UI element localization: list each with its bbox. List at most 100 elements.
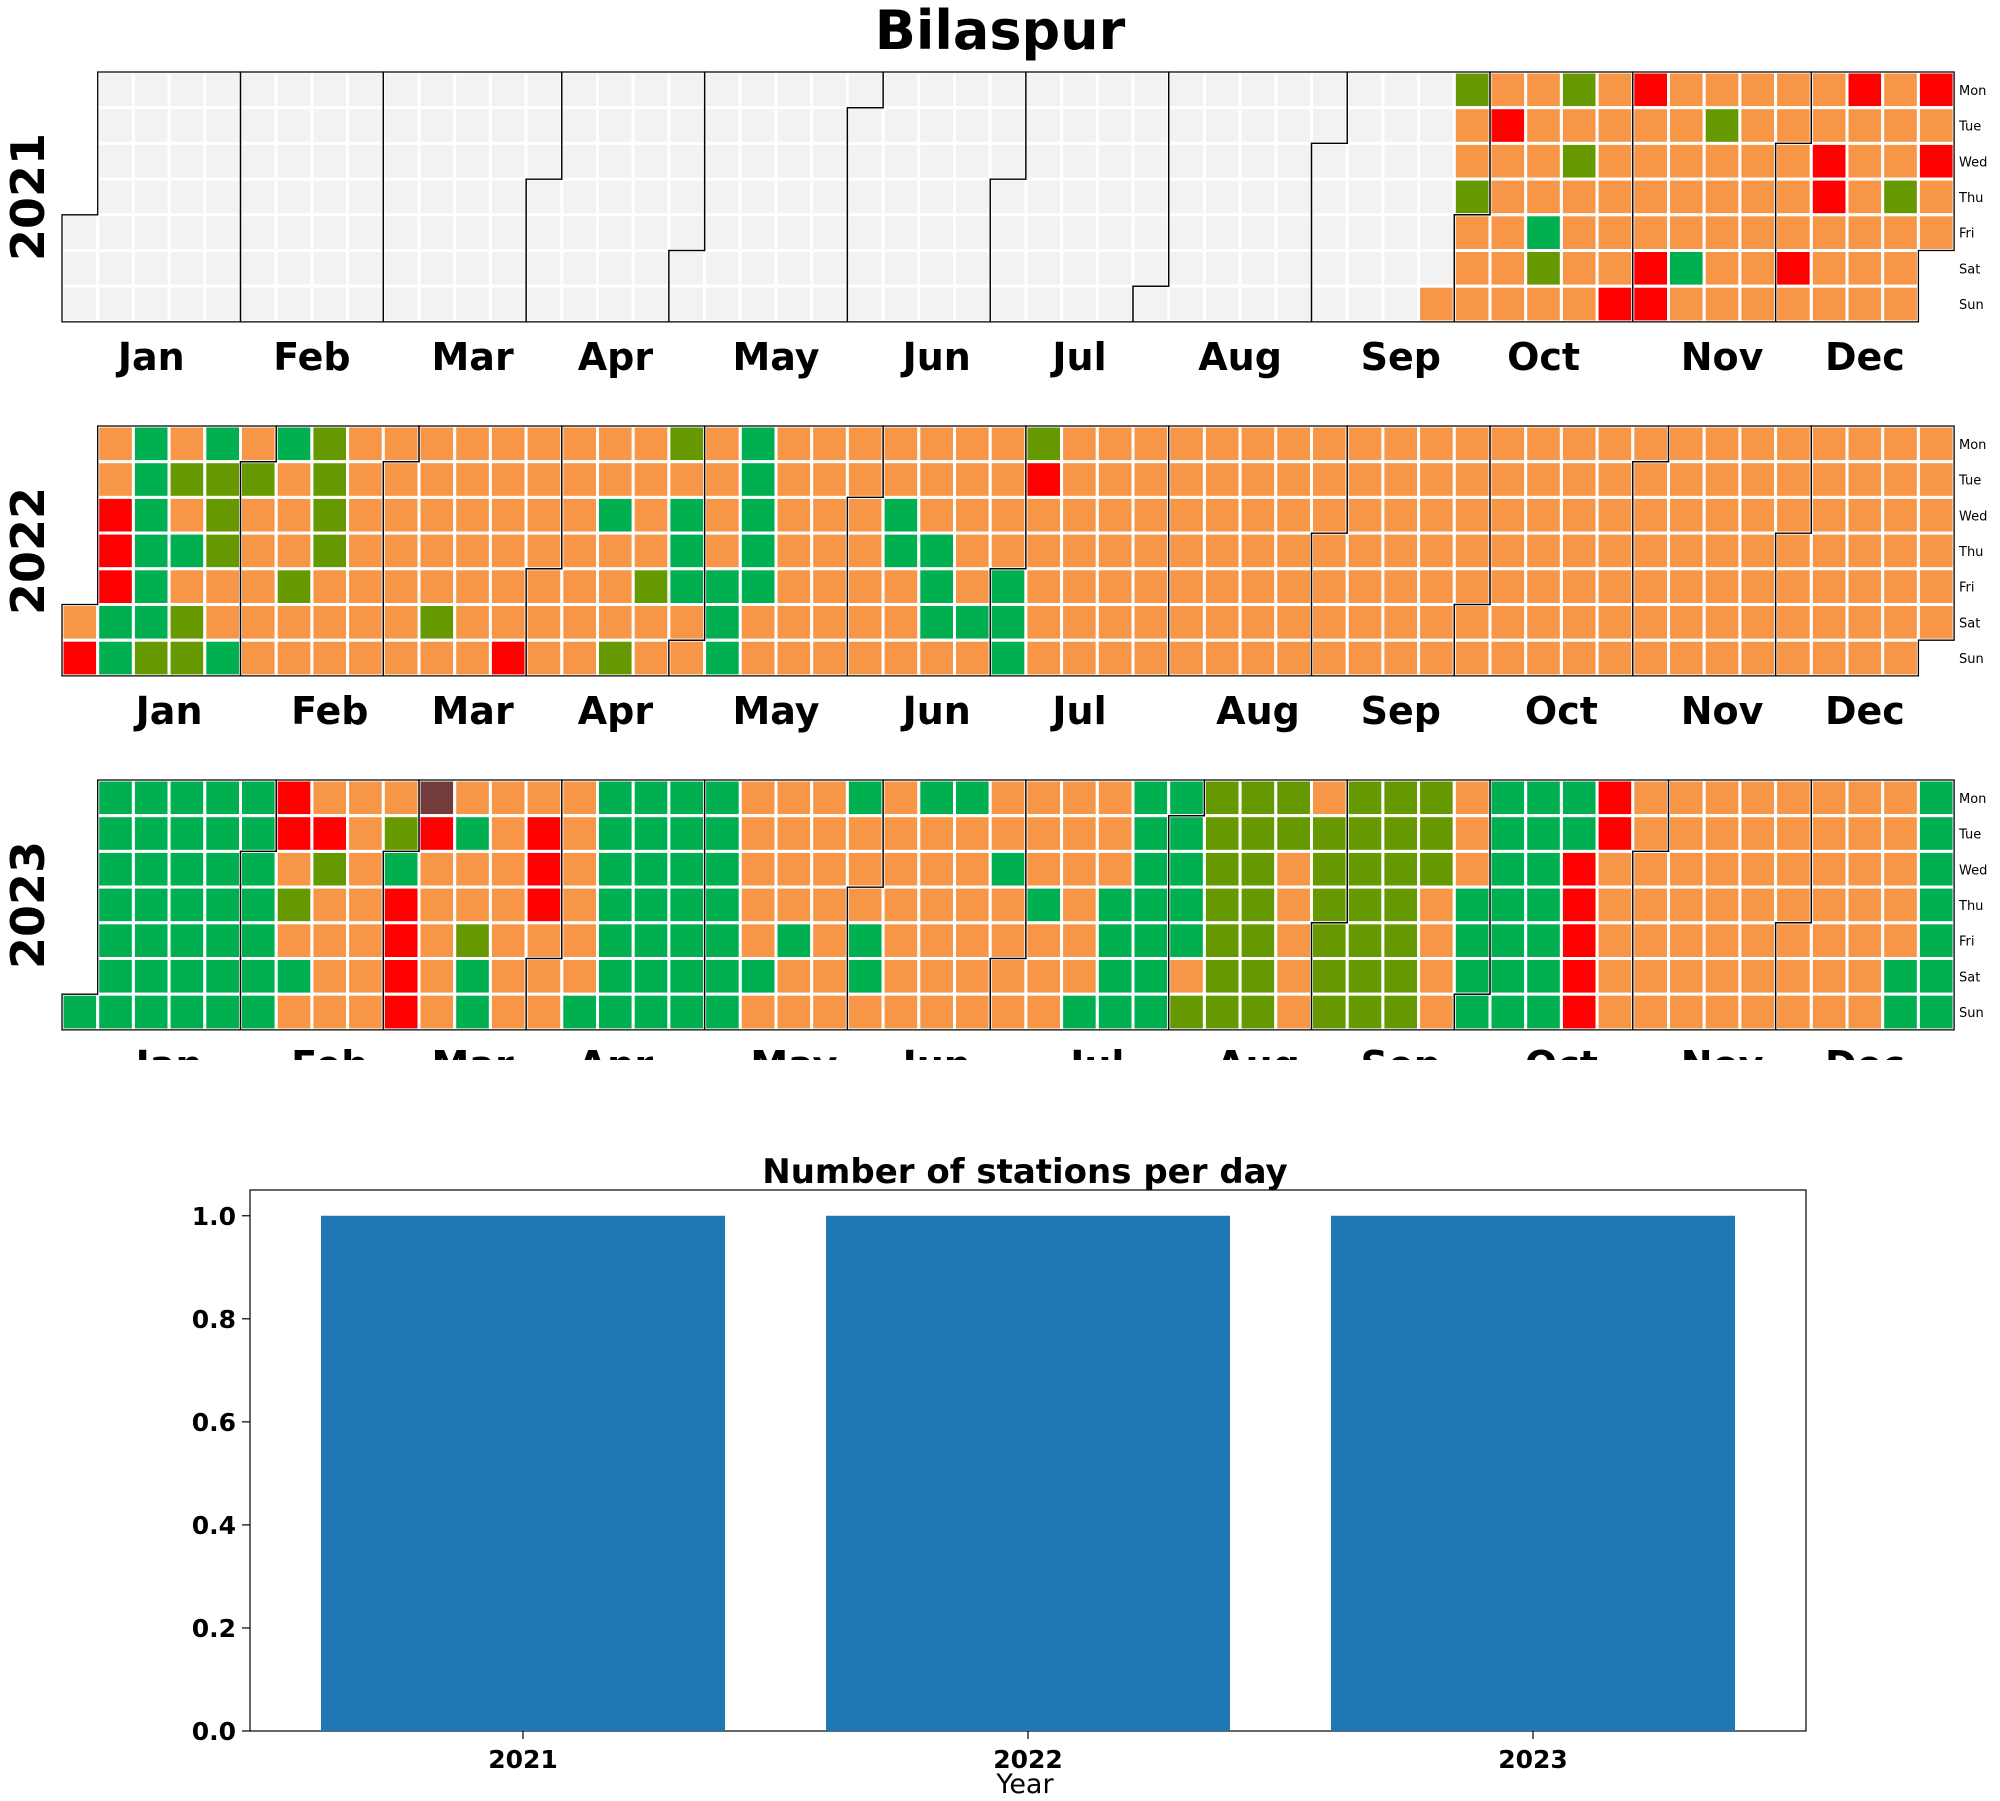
day-cell	[1631, 957, 1671, 996]
day-cell	[631, 531, 671, 571]
day-cell	[167, 921, 207, 960]
day-cell	[381, 957, 421, 996]
day-cell	[703, 849, 742, 889]
day-cell	[274, 778, 314, 818]
day-cell	[310, 885, 350, 925]
day-cell	[1024, 638, 1064, 678]
day-cell	[381, 638, 421, 678]
day-cell	[1381, 885, 1421, 925]
day-cell	[1131, 957, 1171, 996]
day-cell	[1559, 778, 1599, 818]
day-cell	[239, 249, 278, 288]
day-cell	[1381, 141, 1421, 181]
day-cell	[1881, 106, 1920, 145]
day-cell	[1095, 424, 1135, 464]
day-cell	[453, 992, 492, 1032]
day-cell	[1381, 992, 1421, 1032]
day-cell	[1667, 177, 1706, 217]
day-cell	[96, 284, 135, 324]
day-cell	[381, 849, 421, 889]
day-cell	[346, 849, 385, 889]
day-cell	[96, 885, 135, 925]
day-cell	[1916, 424, 1956, 464]
day-cell	[845, 70, 885, 110]
day-cell	[1202, 957, 1242, 996]
day-cell	[560, 249, 599, 288]
day-cell	[1916, 531, 1956, 571]
day-cell	[203, 849, 243, 889]
day-cell	[381, 531, 421, 571]
day-cell	[1095, 603, 1135, 642]
month-label: Dec	[1825, 689, 1905, 733]
day-cell	[703, 778, 742, 818]
day-cell	[845, 957, 885, 996]
day-cell	[1452, 106, 1492, 145]
day-cell	[1774, 921, 1813, 960]
day-cell	[703, 284, 742, 324]
day-cell	[203, 567, 243, 606]
day-cell	[239, 885, 278, 925]
day-cell	[1202, 177, 1242, 217]
day-cell	[1774, 531, 1813, 571]
day-cell	[1274, 70, 1314, 110]
day-cell	[96, 921, 135, 960]
day-cell	[131, 567, 171, 606]
day-cell	[1774, 106, 1813, 145]
day-cell	[1345, 921, 1385, 960]
day-cell	[1631, 531, 1671, 571]
day-cell	[167, 778, 207, 818]
day-cell	[1417, 567, 1456, 606]
day-cell	[1488, 460, 1528, 499]
day-cell	[274, 70, 314, 110]
day-cell	[1131, 992, 1171, 1032]
day-cell	[453, 177, 492, 217]
day-cell	[1916, 849, 1956, 889]
day-cell	[1202, 638, 1242, 678]
day-cell	[953, 992, 992, 1032]
day-cell	[239, 284, 278, 324]
day-cell	[346, 992, 385, 1032]
day-cell	[1345, 778, 1385, 818]
day-cell	[274, 213, 314, 253]
day-cell	[1345, 213, 1385, 253]
day-cell	[1381, 177, 1421, 217]
day-cell	[988, 778, 1028, 818]
day-cell	[810, 141, 849, 181]
day-cell	[1845, 70, 1885, 110]
day-cell	[667, 778, 707, 818]
day-cell	[1274, 638, 1314, 678]
day-cell	[774, 424, 814, 464]
day-cell	[953, 814, 992, 853]
day-cell	[1452, 814, 1492, 853]
day-cell	[845, 992, 885, 1032]
day-cell	[1167, 495, 1206, 535]
day-cell	[453, 957, 492, 996]
day-cell	[596, 531, 635, 571]
day-cell	[1702, 284, 1742, 324]
day-cell	[1881, 495, 1920, 535]
day-cell	[274, 177, 314, 217]
day-cell	[1881, 814, 1920, 853]
day-cell	[1488, 284, 1528, 324]
day-cell	[667, 495, 707, 535]
day-cell	[1667, 70, 1706, 110]
day-cell	[417, 885, 457, 925]
day-cell	[239, 849, 278, 889]
day-cell	[1345, 177, 1385, 217]
x-tick-label: 2021	[488, 1745, 558, 1774]
day-cell	[1916, 603, 1956, 642]
day-cell	[524, 106, 564, 145]
day-cell	[1809, 638, 1849, 678]
day-cell	[1238, 460, 1278, 499]
day-cell	[1024, 284, 1064, 324]
day-cell	[239, 70, 278, 110]
day-cell	[881, 921, 921, 960]
day-cell	[1595, 106, 1635, 145]
day-cell	[631, 141, 671, 181]
day-cell	[1774, 603, 1813, 642]
month-label: Nov	[1681, 335, 1764, 379]
day-cell	[953, 70, 992, 110]
day-cell	[881, 213, 921, 253]
day-cell	[167, 284, 207, 324]
day-cell	[667, 567, 707, 606]
